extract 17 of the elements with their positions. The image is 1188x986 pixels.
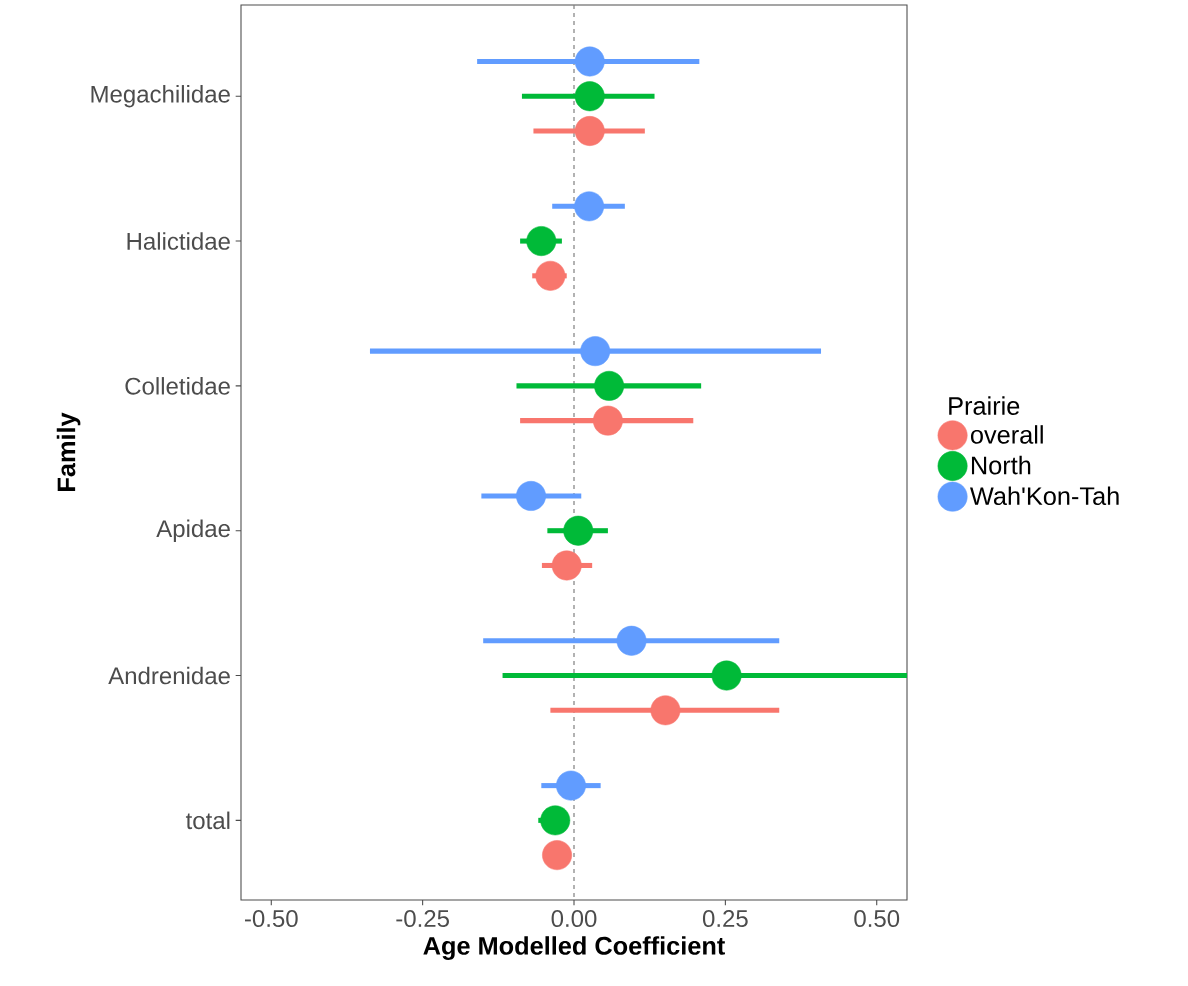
y-tick-label: total: [185, 811, 230, 830]
x-tick-label: 0.00: [551, 910, 597, 928]
y-tick-label: Halictidae: [127, 232, 230, 250]
y-tick-label: Apidae: [156, 519, 230, 542]
legend-label: overall: [970, 425, 1043, 444]
legend-label: North: [971, 455, 1031, 475]
y-tick-label: Andrenidae: [108, 666, 230, 685]
y-tick-label: Megachilidae: [91, 85, 230, 108]
x-tick-label: -0.50: [244, 910, 298, 928]
x-tick-label: -0.25: [396, 910, 449, 928]
y-axis-title: Family: [56, 412, 81, 491]
legend-label: Wah'Kon-Tah: [970, 486, 1119, 506]
legend-title: Prairie: [949, 396, 1020, 415]
y-tick-label: Colletidae: [125, 377, 230, 395]
x-axis-title: Age Modelled Coefficient: [423, 936, 725, 960]
x-tick-label: 0.25: [702, 910, 748, 928]
x-tick-label: 0.50: [854, 910, 900, 928]
